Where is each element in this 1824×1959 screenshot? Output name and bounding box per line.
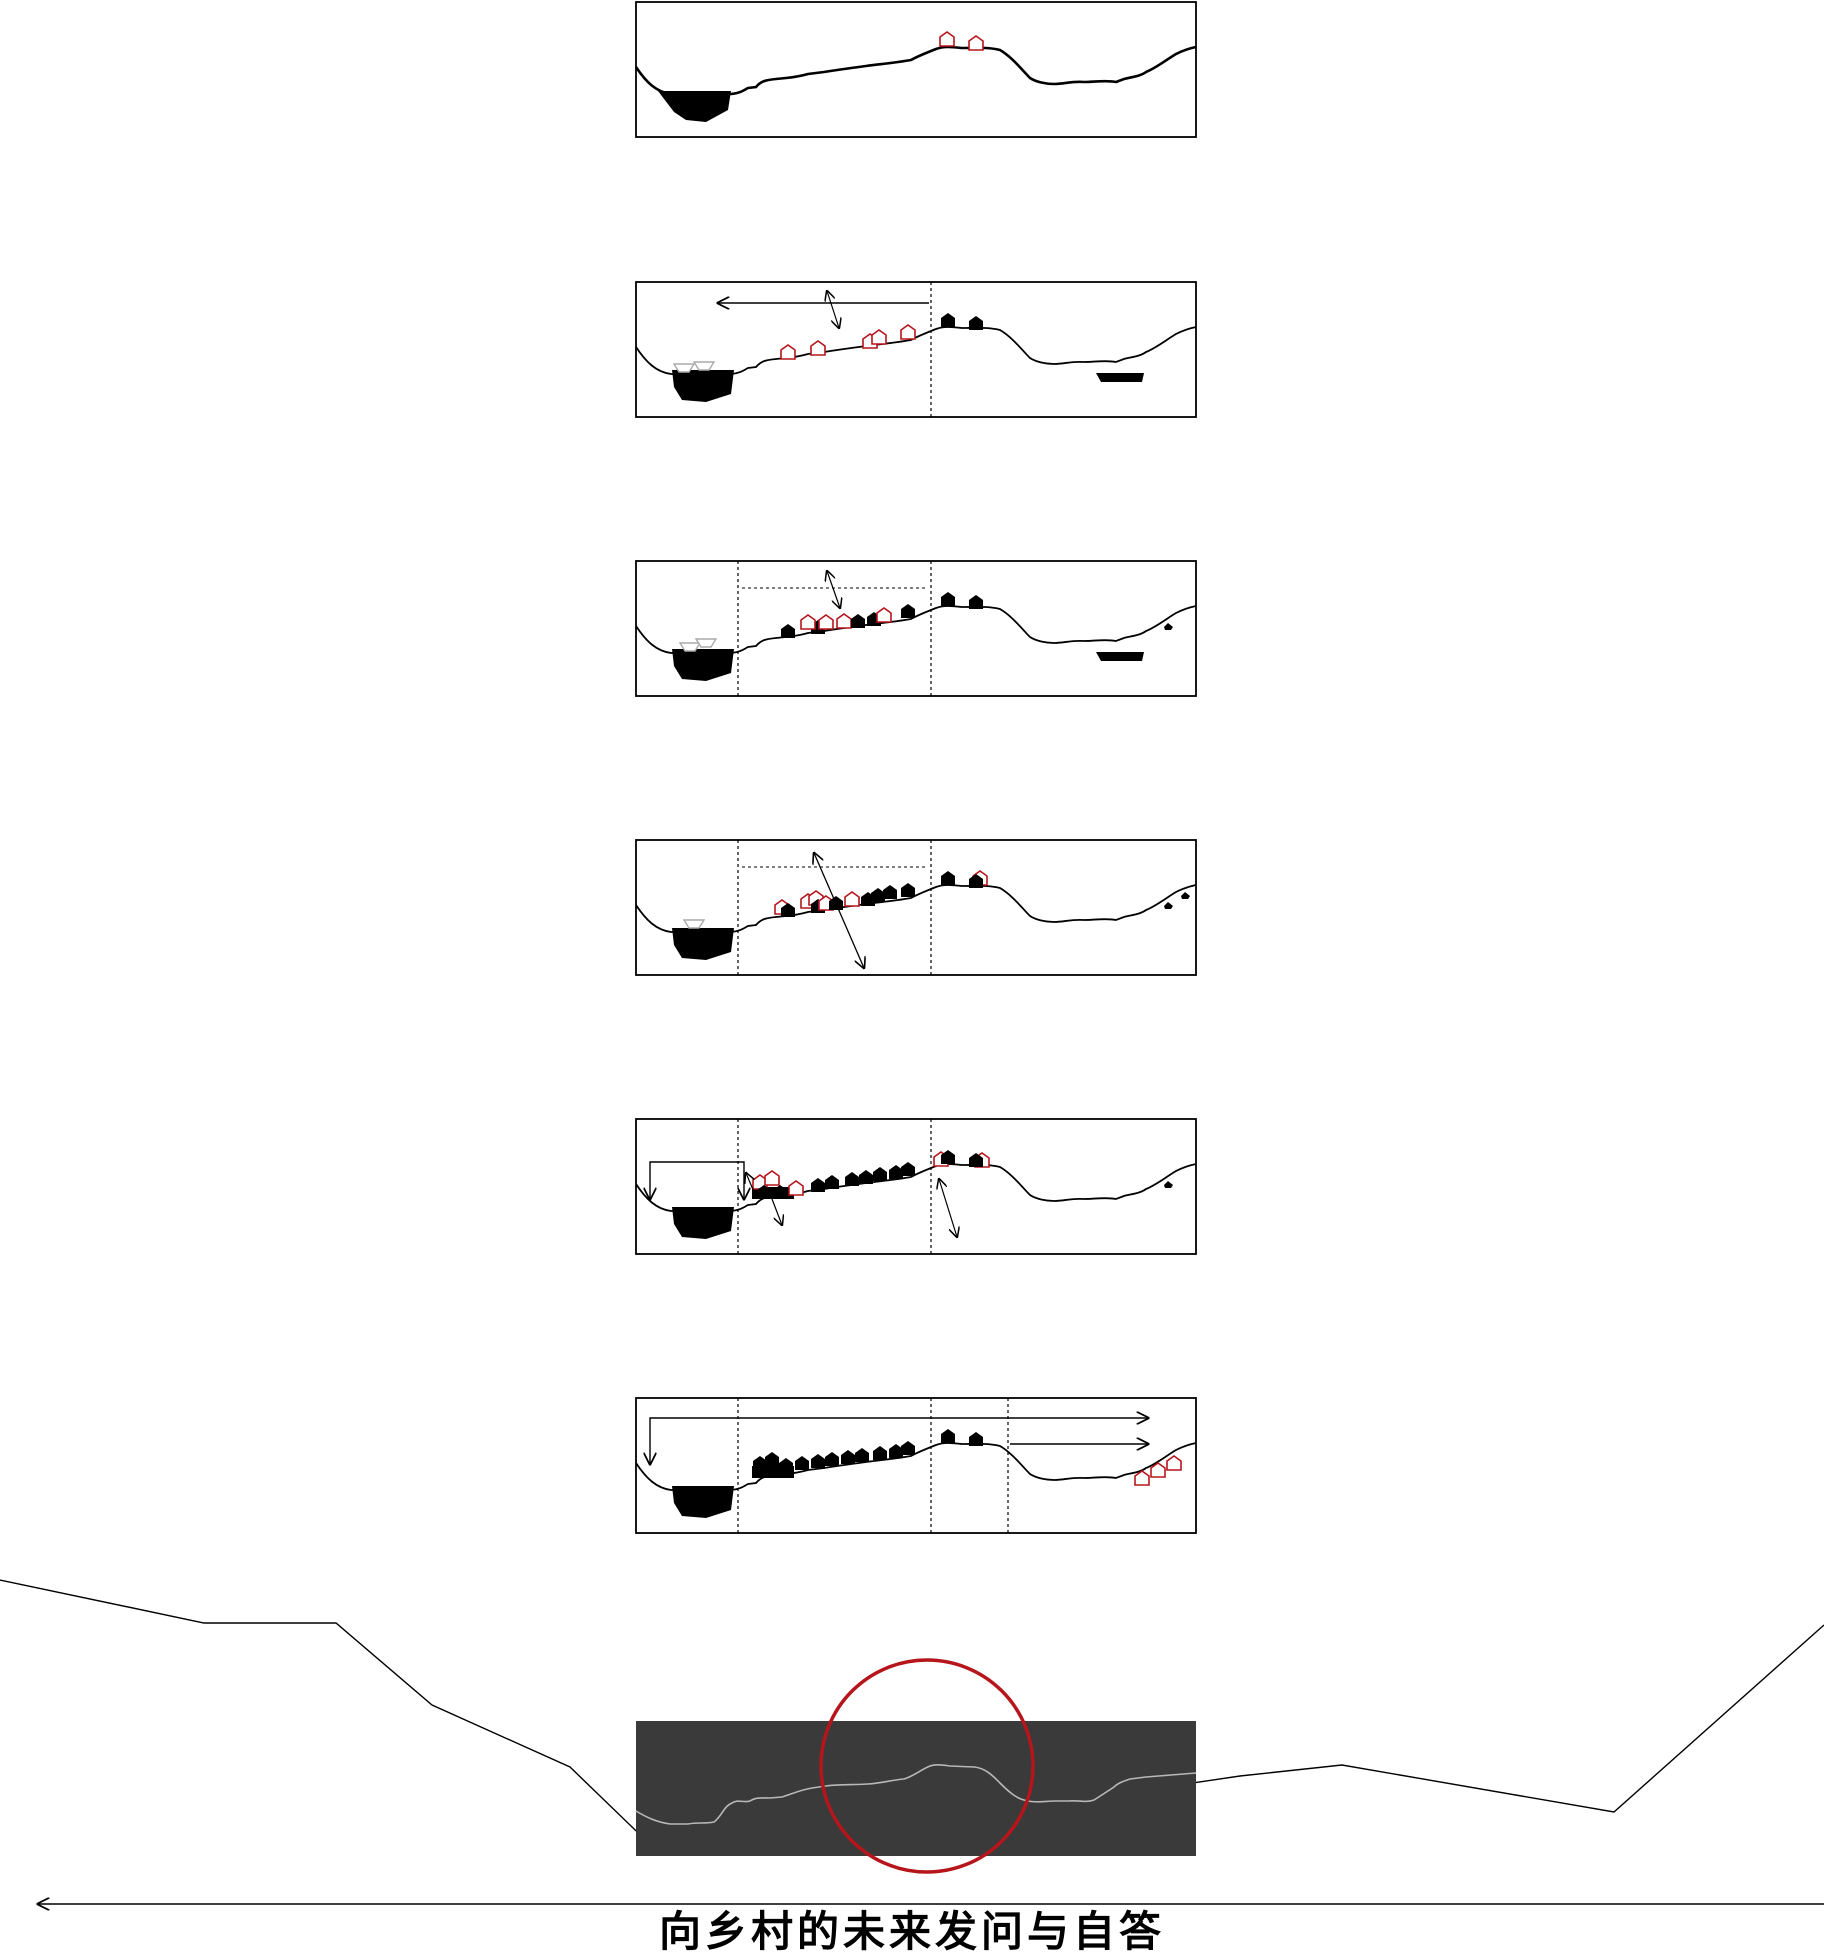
house-filled-icon (1164, 623, 1173, 630)
house-filled-icon (1164, 1181, 1173, 1188)
house-filled-icon (1164, 902, 1173, 909)
arrow-icon (939, 1179, 957, 1237)
house-filled-icon (1181, 892, 1190, 899)
pond-right (1096, 652, 1144, 661)
focus-circle-icon (819, 1658, 1035, 1874)
overview-section (0, 1579, 1824, 1874)
arrow-icon (771, 1198, 782, 1225)
arrow-icon (814, 853, 864, 968)
stage-panel-4 (635, 839, 1197, 976)
stage-panel-2 (635, 281, 1197, 418)
diagram-caption: 向乡村的未来发问与自答 (658, 1907, 1165, 1956)
river-water (658, 91, 731, 122)
pond-right (1096, 373, 1144, 382)
river-water (672, 1486, 734, 1518)
arrow-icon (746, 1173, 754, 1193)
river-water (672, 1207, 734, 1239)
arrow-icon (827, 291, 839, 328)
arrow-icon (827, 571, 840, 608)
panel-terrain (635, 1764, 1197, 1825)
stage-panel-6 (635, 1397, 1197, 1534)
stage-panel-5 (635, 1118, 1197, 1255)
river-water (672, 370, 734, 402)
stage-panel-1 (634, 1, 1198, 138)
river-water (672, 649, 734, 681)
stage-panel-3 (635, 560, 1197, 697)
dark-section-panel (636, 1721, 1196, 1856)
river-water (672, 928, 734, 960)
